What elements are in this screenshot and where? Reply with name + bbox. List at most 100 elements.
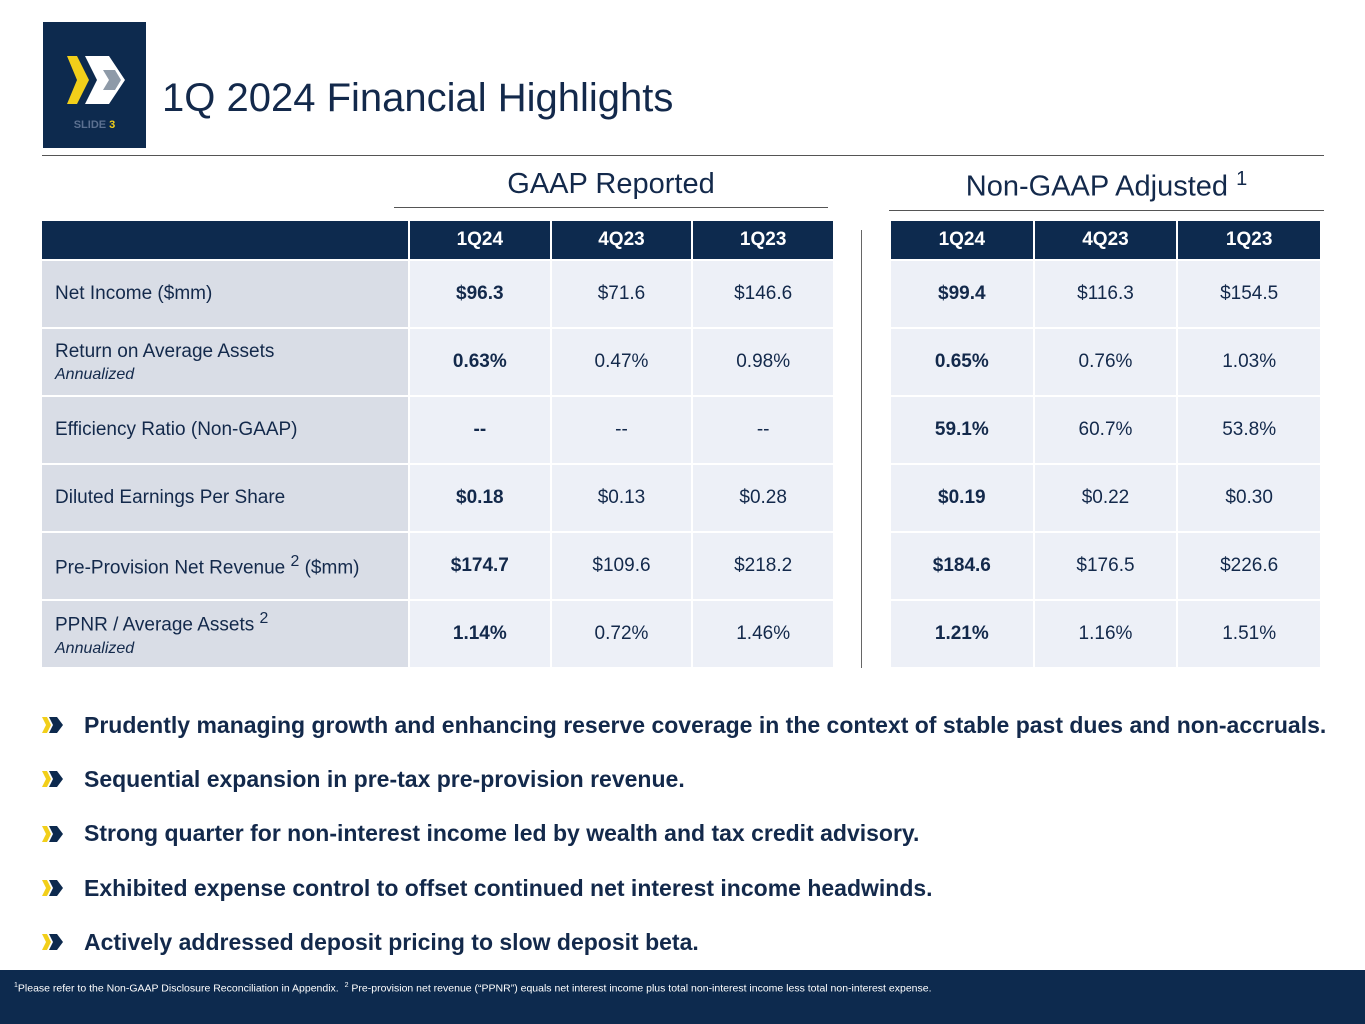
table-row: Efficiency Ratio (Non-GAAP) -- -- -- <box>42 397 833 463</box>
row-label-suffix: ($mm) <box>299 557 360 579</box>
nongaap-table: 1Q24 4Q23 1Q23 $99.4 $116.3 $154.5 0.65% 0.76% 1… <box>889 219 1322 669</box>
value-cell: $0.30 <box>1178 465 1320 531</box>
bullet-item: Sequential expansion in pre-tax pre-prov… <box>42 752 1326 806</box>
footnote-ref: 2 <box>259 610 269 628</box>
row-label: Efficiency Ratio (Non-GAAP) <box>42 397 408 463</box>
value-cell: 1.14% <box>410 601 550 667</box>
bullet-chevron-icon <box>42 717 63 734</box>
header-row: 1Q24 4Q23 1Q23 <box>891 221 1320 259</box>
logo-chevron-icon <box>67 56 125 104</box>
value-cell: $146.6 <box>693 261 833 327</box>
bullet-item: Strong quarter for non-interest income l… <box>42 807 1326 861</box>
gaap-section-title: GAAP Reported <box>394 168 828 208</box>
value-cell: $176.5 <box>1034 533 1177 599</box>
bullet-text: Exhibited expense control to offset cont… <box>84 874 933 901</box>
bullet-chevron-icon <box>42 934 63 951</box>
row-label: Pre-Provision Net Revenue 2 ($mm) <box>42 533 408 599</box>
header-blank <box>42 221 408 259</box>
value-cell: $96.3 <box>410 261 550 327</box>
value-cell: $0.28 <box>693 465 833 531</box>
bullet-text: Actively addressed deposit pricing to sl… <box>84 928 699 955</box>
bullet-chevron-icon <box>42 825 63 842</box>
bullet-item: Exhibited expense control to offset cont… <box>42 861 1326 915</box>
value-cell: 0.98% <box>693 329 833 395</box>
value-cell: 60.7% <box>1034 397 1177 463</box>
value-cell: $71.6 <box>551 261 692 327</box>
table-row: Pre-Provision Net Revenue 2 ($mm) $174.7 $… <box>42 533 833 599</box>
title-divider <box>42 155 1324 156</box>
value-cell: 1.51% <box>1178 601 1320 667</box>
bullet-text: Sequential expansion in pre-tax pre-prov… <box>84 765 685 792</box>
value-cell: $109.6 <box>551 533 692 599</box>
column-header: 1Q24 <box>410 221 550 259</box>
value-cell: -- <box>410 397 550 463</box>
row-label: PPNR / Average Assets 2 Annualized <box>42 601 408 667</box>
row-sublabel: Annualized <box>55 639 135 657</box>
row-label-text: Efficiency Ratio (Non-GAAP) <box>55 419 298 440</box>
table-row: Net Income ($mm) $96.3 $71.6 $146.6 <box>42 261 833 327</box>
column-header: 1Q23 <box>693 221 833 259</box>
page-title: 1Q 2024 Financial Highlights <box>162 76 674 120</box>
value-cell: $184.6 <box>891 533 1033 599</box>
value-cell: $174.7 <box>410 533 550 599</box>
value-cell: $99.4 <box>891 261 1033 327</box>
table-row: 59.1% 60.7% 53.8% <box>891 397 1320 463</box>
bullet-list: Prudently managing growth and enhancing … <box>42 698 1326 969</box>
nongaap-section-title: Non-GAAP Adjusted 1 <box>889 168 1324 211</box>
table-row: $184.6 $176.5 $226.6 <box>891 533 1320 599</box>
row-label-text: Pre-Provision Net Revenue <box>55 557 291 579</box>
value-cell: 0.65% <box>891 329 1033 395</box>
slide-number: SLIDE 3 <box>73 119 116 131</box>
column-header: 1Q23 <box>1178 221 1320 259</box>
table-row: $99.4 $116.3 $154.5 <box>891 261 1320 327</box>
table-row: 0.65% 0.76% 1.03% <box>891 329 1320 395</box>
value-cell: $154.5 <box>1178 261 1320 327</box>
bullet-chevron-icon <box>42 880 63 897</box>
row-label: Diluted Earnings Per Share <box>42 465 408 531</box>
bullet-text: Prudently managing growth and enhancing … <box>84 711 1327 738</box>
row-label-text: PPNR / Average Assets <box>55 614 260 636</box>
table-divider <box>861 230 862 668</box>
value-cell: 0.63% <box>410 329 550 395</box>
value-cell: 1.46% <box>693 601 833 667</box>
row-label-text: Diluted Earnings Per Share <box>55 487 286 508</box>
value-cell: 59.1% <box>891 397 1033 463</box>
table-row: PPNR / Average Assets 2 Annualized 1.14% 0.… <box>42 601 833 667</box>
value-cell: $116.3 <box>1034 261 1177 327</box>
table-row: Return on Average Assets Annualized 0.63% 0… <box>42 329 833 395</box>
bullet-text: Strong quarter for non-interest income l… <box>84 820 920 847</box>
bullet-item: Actively addressed deposit pricing to sl… <box>42 915 1326 969</box>
value-cell: $0.18 <box>410 465 550 531</box>
column-header: 4Q23 <box>551 221 692 259</box>
value-cell: 0.47% <box>551 329 692 395</box>
bullet-item: Prudently managing growth and enhancing … <box>42 698 1326 752</box>
footnote-ref: 2 <box>290 552 300 570</box>
company-logo: SLIDE 3 <box>43 22 146 148</box>
column-header: 4Q23 <box>1034 221 1177 259</box>
value-cell: 53.8% <box>1178 397 1320 463</box>
value-cell: $0.19 <box>891 465 1033 531</box>
value-cell: $218.2 <box>693 533 833 599</box>
value-cell: 1.03% <box>1178 329 1320 395</box>
row-label: Return on Average Assets Annualized <box>42 329 408 395</box>
column-header: 1Q24 <box>891 221 1033 259</box>
row-label-text: Return on Average Assets <box>55 340 275 362</box>
value-cell: -- <box>693 397 833 463</box>
table-row: 1.21% 1.16% 1.51% <box>891 601 1320 667</box>
footer-notes: 1Please refer to the Non-GAAP Disclosure… <box>0 970 1365 1024</box>
value-cell: 0.76% <box>1034 329 1177 395</box>
header-row: 1Q24 4Q23 1Q23 <box>42 221 833 259</box>
bullet-chevron-icon <box>42 771 63 788</box>
value-cell: 1.16% <box>1034 601 1177 667</box>
value-cell: -- <box>551 397 692 463</box>
value-cell: 1.21% <box>891 601 1033 667</box>
gaap-table: 1Q24 4Q23 1Q23 Net Income ($mm) $96.3 $71.6 $1… <box>40 219 835 669</box>
value-cell: $226.6 <box>1178 533 1320 599</box>
row-sublabel: Annualized <box>55 365 135 383</box>
value-cell: $0.13 <box>551 465 692 531</box>
value-cell: 0.72% <box>551 601 692 667</box>
row-label: Net Income ($mm) <box>42 261 408 327</box>
row-label-text: Net Income ($mm) <box>55 283 213 304</box>
table-row: Diluted Earnings Per Share $0.18 $0.13 $0.2… <box>42 465 833 531</box>
table-row: $0.19 $0.22 $0.30 <box>891 465 1320 531</box>
